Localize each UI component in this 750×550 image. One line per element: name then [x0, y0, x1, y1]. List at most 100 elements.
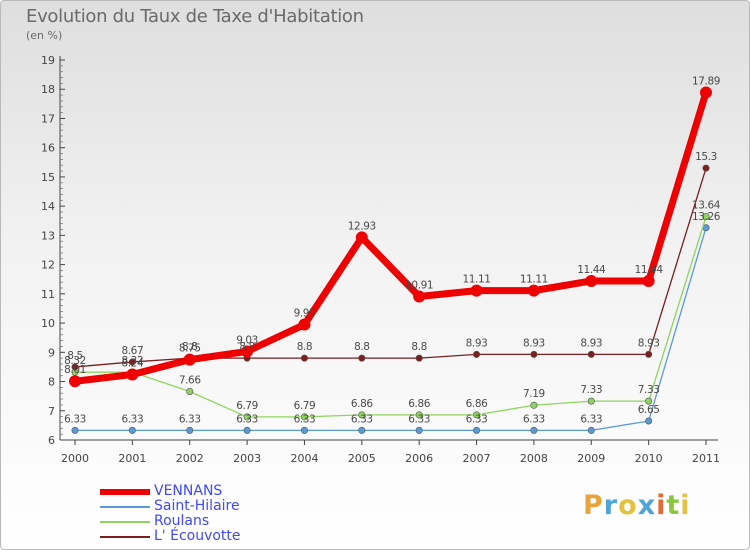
logo-letter: t: [666, 490, 681, 521]
y-tick-label: 19: [41, 54, 55, 67]
data-label: 8.93: [638, 337, 660, 349]
logo-letter: o: [618, 490, 638, 521]
y-tick-label: 7: [48, 405, 55, 418]
data-label: 11.44: [635, 264, 664, 276]
legend-item: VENNANS: [100, 483, 300, 499]
data-point-2: [358, 411, 366, 419]
data-label: 8.93: [466, 337, 488, 349]
data-label: 9.95: [294, 308, 316, 320]
legend-item: Roulans: [100, 513, 300, 529]
x-tick-label: 2003: [233, 452, 261, 465]
legend-swatch: [100, 489, 150, 495]
data-label: 11.11: [463, 274, 491, 286]
legend-item: L' Écouvotte: [100, 528, 300, 544]
data-label: 8.8: [182, 341, 198, 353]
data-point-3: [300, 354, 308, 362]
data-label: 7.66: [179, 374, 201, 386]
data-point-0: [183, 353, 196, 366]
data-point-3: [645, 350, 653, 358]
series-line-2: [74, 216, 707, 418]
data-point-2: [530, 401, 538, 409]
data-label: 6.86: [408, 398, 430, 410]
data-label: 8.67: [121, 345, 143, 357]
y-tick-label: 6: [48, 434, 55, 447]
data-label: 6.33: [64, 413, 86, 425]
legend-swatch: [100, 536, 150, 538]
legend-label: Roulans: [154, 513, 210, 529]
data-point-1: [71, 426, 79, 434]
legend-swatch: [100, 521, 150, 523]
data-label: 6.86: [351, 398, 373, 410]
data-point-0: [355, 231, 368, 244]
data-label: 9.03: [236, 334, 258, 346]
x-tick-label: 2011: [692, 452, 720, 465]
series-line-1: [74, 227, 707, 432]
data-label: 6.79: [294, 400, 316, 412]
data-label: 8.01: [64, 364, 86, 376]
data-point-3: [358, 354, 366, 362]
y-tick-label: 9: [48, 346, 55, 359]
data-point-0: [241, 345, 254, 358]
data-label: 8.8: [411, 341, 427, 353]
y-tick-label: 12: [41, 259, 55, 272]
legend-swatch: [100, 506, 150, 508]
logo-letter: P: [583, 490, 604, 521]
data-label: 6.33: [179, 413, 201, 425]
x-tick-label: 2007: [463, 452, 491, 465]
proxiti-logo: Proxiti: [583, 490, 691, 521]
data-point-3: [587, 350, 595, 358]
x-tick-label: 2008: [520, 452, 548, 465]
data-label: 6.65: [638, 404, 660, 416]
data-label: 8.93: [523, 337, 545, 349]
x-tick-label: 2009: [577, 452, 605, 465]
data-label: 8.8: [354, 341, 370, 353]
x-tick-label: 2010: [635, 452, 663, 465]
data-label: 6.33: [523, 413, 545, 425]
data-label: 15.3: [695, 151, 717, 163]
data-point-3: [128, 358, 136, 366]
data-point-0: [642, 274, 655, 287]
y-tick-label: 14: [41, 200, 55, 213]
series-line-0: [71, 88, 710, 385]
data-label: 8.24: [121, 358, 143, 370]
data-point-1: [300, 426, 308, 434]
data-label: 6.33: [580, 413, 602, 425]
data-point-0: [69, 375, 81, 388]
x-tick-label: 2001: [118, 452, 146, 465]
y-tick-label: 8: [48, 376, 55, 389]
legend-label: Saint-Hilaire: [154, 498, 240, 514]
data-point-1: [415, 426, 423, 434]
data-point-0: [527, 284, 540, 297]
data-point-2: [645, 397, 653, 405]
data-label: 13.26: [692, 211, 721, 223]
y-tick-label: 13: [41, 229, 55, 242]
data-point-2: [300, 413, 308, 421]
data-point-1: [358, 426, 366, 434]
y-tick-label: 10: [41, 317, 55, 330]
data-point-1: [243, 426, 251, 434]
data-label: 6.33: [408, 413, 430, 425]
data-label: 8.93: [580, 337, 602, 349]
data-label: 8.75: [179, 343, 201, 355]
data-point-2: [587, 397, 595, 405]
data-label: 17.89: [692, 75, 720, 87]
data-point-0: [126, 368, 139, 381]
data-label: 8.32: [121, 355, 143, 367]
data-point-3: [415, 354, 423, 362]
data-point-0: [470, 284, 483, 297]
chart-unit: (en %): [26, 29, 63, 42]
data-label: 6.33: [351, 413, 373, 425]
data-point-3: [71, 363, 79, 371]
data-point-1: [587, 426, 595, 434]
data-label: 11.11: [520, 274, 548, 286]
logo-letter: i: [656, 490, 667, 521]
data-point-2: [243, 413, 251, 421]
chart-title: Evolution du Taux de Taxe d'Habitation: [26, 6, 364, 27]
logo-letter: i: [680, 490, 691, 521]
x-tick-label: 2005: [348, 452, 376, 465]
y-tick-label: 16: [41, 142, 55, 155]
data-point-2: [473, 411, 481, 419]
x-tick-label: 2000: [61, 452, 89, 465]
data-label: 6.33: [294, 413, 316, 425]
data-label: 8.8: [239, 341, 255, 353]
